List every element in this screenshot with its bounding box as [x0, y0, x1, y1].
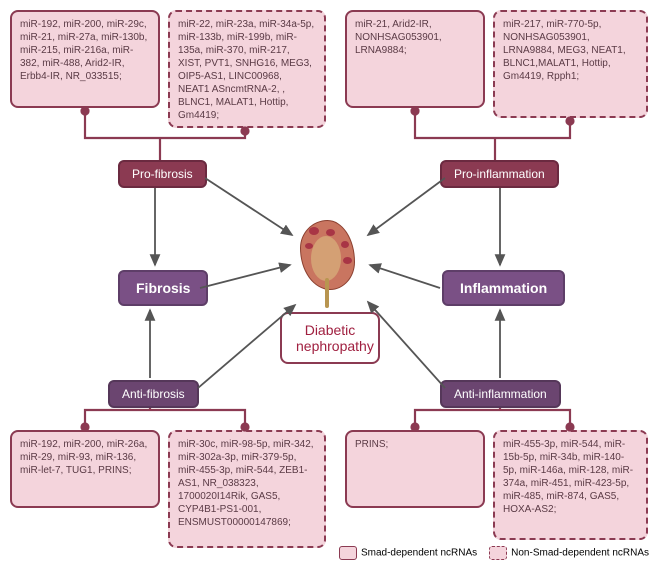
box-profibrosis-smad: miR-192, miR-200, miR-29c, miR-21, miR-2…: [10, 10, 160, 108]
box-antifibrosis-nonsmad: miR-30c, miR-98-5p, miR-342, miR-302a-3p…: [168, 430, 326, 548]
box-antiinflammation-smad: PRINS;: [345, 430, 485, 508]
pill-fibrosis: Fibrosis: [118, 270, 208, 306]
box-antifibrosis-smad: miR-192, miR-200, miR-26a, miR-29, miR-9…: [10, 430, 160, 508]
pill-anti-inflammation: Anti-inflammation: [440, 380, 561, 408]
box-proinflammation-nonsmad: miR-217, miR-770-5p, NONHSAG053901, LRNA…: [493, 10, 648, 118]
kidney-icon: [300, 220, 360, 295]
legend-dashed-label: Non-Smad-dependent ncRNAs: [511, 548, 649, 559]
pill-pro-inflammation: Pro-inflammation: [440, 160, 559, 188]
legend: Smad-dependent ncRNAs Non-Smad-dependent…: [339, 546, 649, 560]
pill-inflammation: Inflammation: [442, 270, 565, 306]
box-proinflammation-smad: miR-21, Arid2-IR, NONHSAG053901, LRNA988…: [345, 10, 485, 108]
legend-solid-label: Smad-dependent ncRNAs: [361, 548, 477, 559]
center-label: Diabetic nephropathy: [280, 312, 380, 364]
pill-anti-fibrosis: Anti-fibrosis: [108, 380, 199, 408]
legend-dashed-swatch: [489, 546, 507, 560]
pill-pro-fibrosis: Pro-fibrosis: [118, 160, 207, 188]
legend-solid-swatch: [339, 546, 357, 560]
box-antiinflammation-nonsmad: miR-455-3p, miR-544, miR-15b-5p, miR-34b…: [493, 430, 648, 540]
